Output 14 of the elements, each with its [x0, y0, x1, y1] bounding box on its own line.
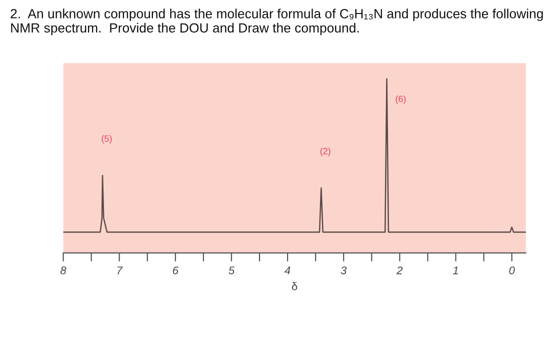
x-tick-label: 1 — [452, 266, 458, 274]
annotation: (6) — [396, 95, 406, 104]
x-tick-label: 2 — [396, 266, 403, 274]
x-tick-label: 8 — [60, 266, 66, 274]
chart-title: 2. An unknown compound has the molecular formula of C₉H₁₃N and produces the following NMR spectrum. Provide the DOU and Draw the compound. — [10, 8, 543, 36]
x-tick-label: 5 — [228, 266, 235, 274]
x-tick-label: 7 — [117, 266, 123, 274]
annotation: (5) — [102, 135, 112, 144]
x-tick-label: 4 — [284, 266, 290, 274]
annotation: (2) — [320, 148, 330, 156]
x-tick-label: 6 — [172, 266, 179, 274]
x-axis-title: δ — [292, 282, 298, 290]
x-tick-label: 3 — [340, 266, 347, 274]
x-tick-label: 0 — [509, 266, 515, 274]
